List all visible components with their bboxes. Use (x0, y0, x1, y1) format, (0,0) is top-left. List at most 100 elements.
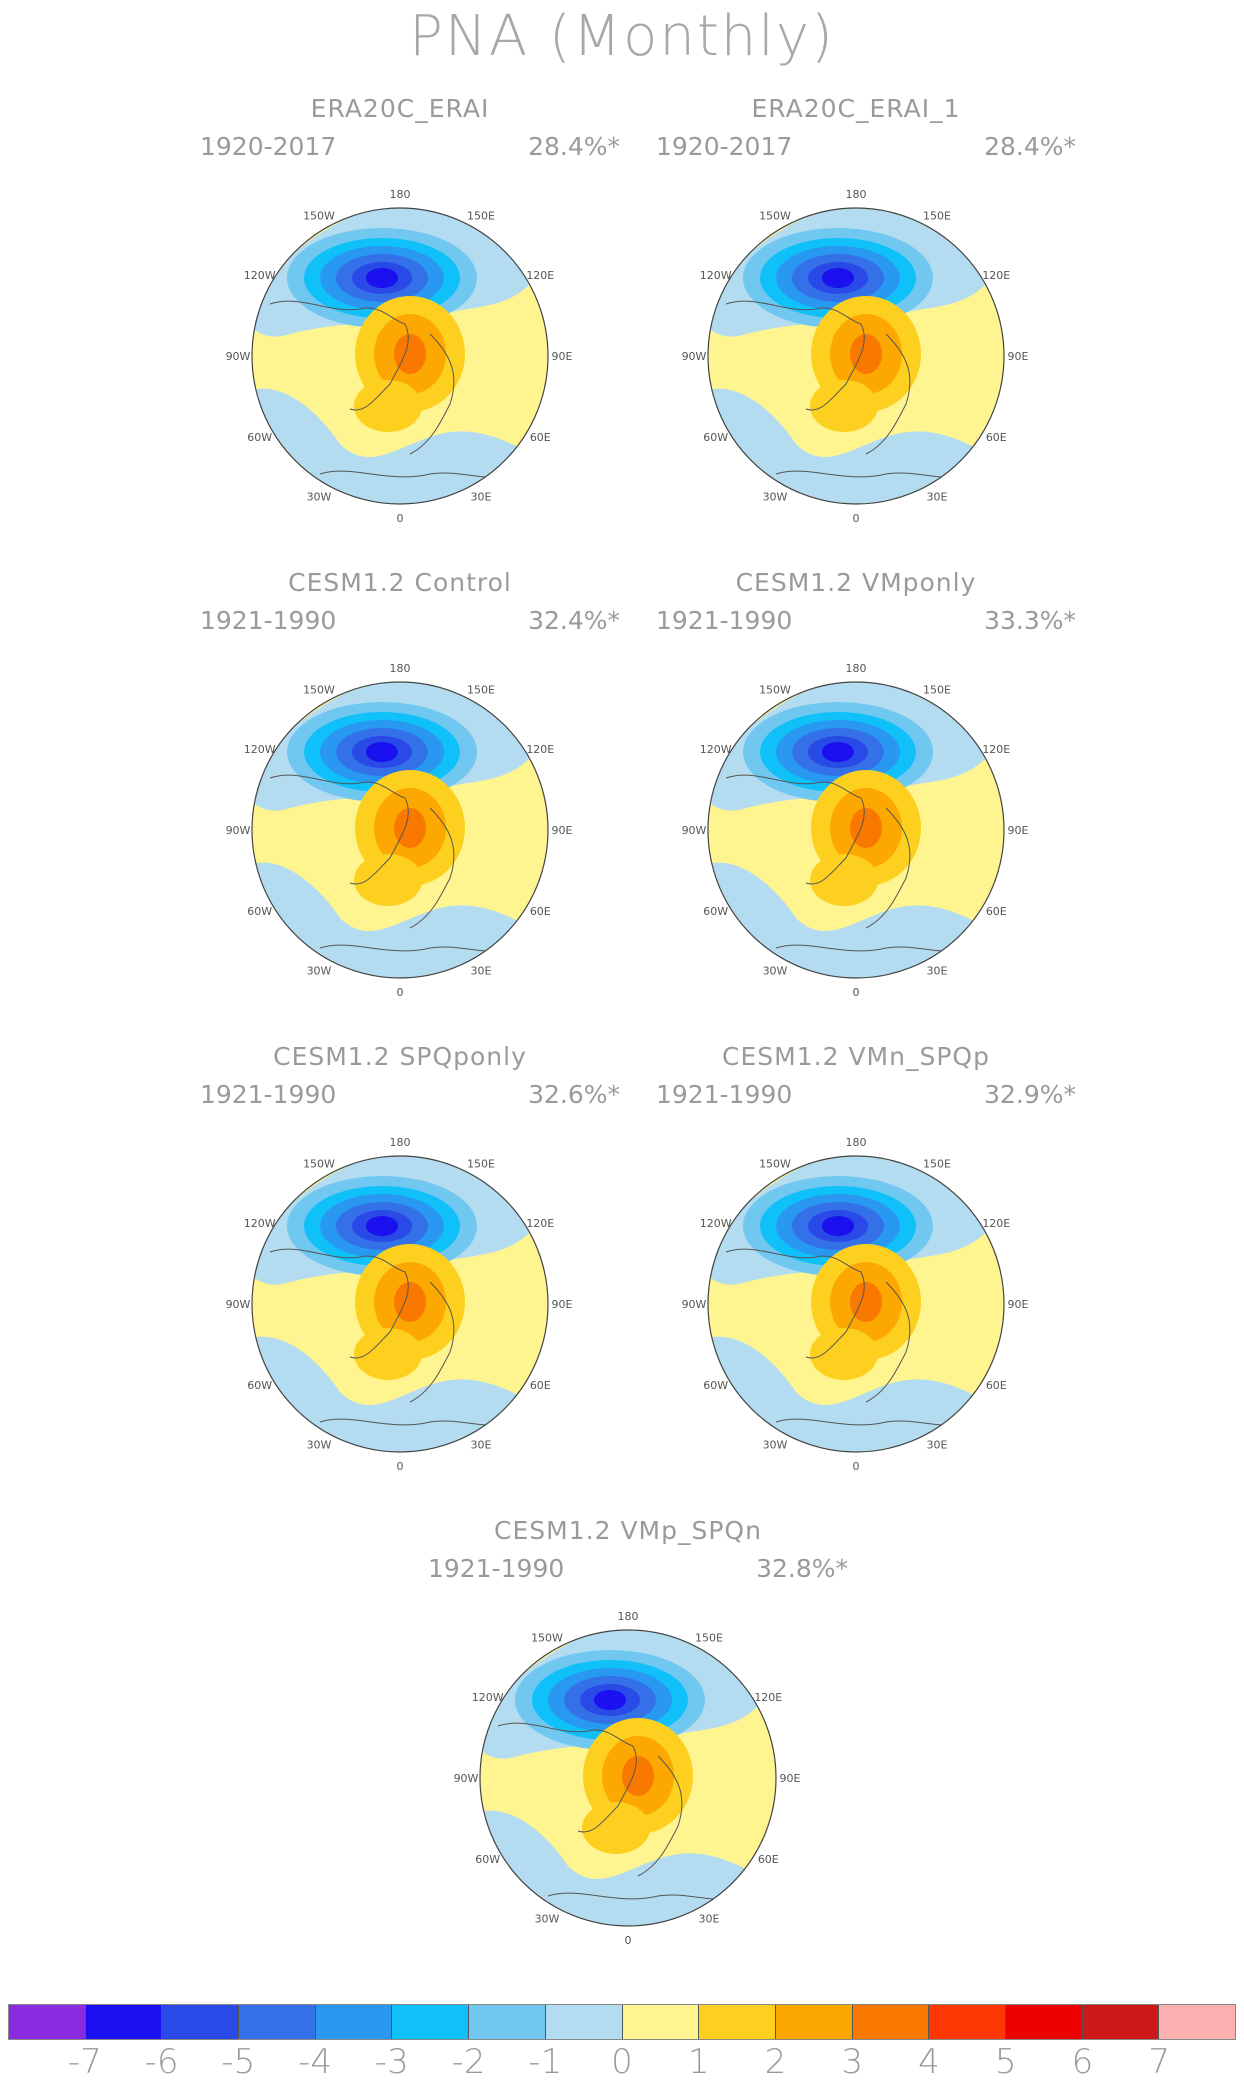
longitude-label: 60E (758, 1853, 779, 1866)
panel-years: 1921-1990 (656, 1080, 793, 1109)
colorbar-tick-label: -2 (451, 2042, 486, 2082)
positive-anomaly-contour (850, 808, 882, 848)
longitude-label: 30W (307, 1438, 332, 1451)
map-panel: CESM1.2 SPQponly 1921-1990 32.6%* 180 150… (160, 1042, 640, 1512)
negative-anomaly-contour (822, 742, 854, 762)
contour-field (252, 208, 548, 504)
panel-variance: 28.4%* (528, 132, 620, 161)
polar-map: 180 150E 120E 90E 60E 30E 0 30W 60W 90W 120W 150W (226, 1136, 573, 1473)
panel-title: ERA20C_ERAI_1 (751, 94, 961, 123)
longitude-label: 150E (923, 684, 951, 697)
longitude-label: 120E (754, 1691, 782, 1704)
map-border (479, 1629, 777, 1927)
map-panel: CESM1.2 VMponly 1921-1990 33.3%* 180 150E… (616, 568, 1096, 1038)
panel-years: 1921-1990 (428, 1554, 565, 1583)
longitude-label: 120E (526, 743, 554, 756)
colorbar-tick-label: 0 (611, 2042, 633, 2082)
panel-variance: 32.6%* (528, 1080, 620, 1109)
longitude-label: 180 (390, 662, 411, 675)
panel-years: 1921-1990 (200, 606, 337, 635)
longitude-label: 30W (307, 964, 332, 977)
colorbar-segment (9, 2005, 86, 2039)
longitude-label: 90E (1008, 350, 1029, 363)
panel-title: ERA20C_ERAI (310, 94, 490, 123)
map-border (707, 1155, 1005, 1453)
negative-anomaly-contour (366, 1216, 398, 1236)
longitude-label: 90W (682, 1298, 707, 1311)
longitude-label: 30E (699, 1912, 720, 1925)
negative-anomaly-contour (822, 268, 854, 288)
map-border (251, 1155, 549, 1453)
negative-anomaly-contour (594, 1690, 626, 1710)
longitude-label: 30E (471, 1438, 492, 1451)
colorbar-segment (162, 2005, 240, 2039)
longitude-label: 150W (303, 684, 335, 697)
longitude-label: 150E (467, 1158, 495, 1171)
map-panel: ERA20C_ERAI 1920-2017 28.4%* 180 150E 120E… (160, 94, 640, 564)
longitude-label: 60E (986, 1379, 1007, 1392)
colorbar-tick-label: 4 (918, 2042, 940, 2082)
longitude-label: 30W (763, 490, 788, 503)
colorbar-segment (699, 2005, 776, 2039)
longitude-label: 150W (303, 210, 335, 223)
positive-anomaly-contour (582, 1802, 650, 1854)
positive-anomaly-contour (394, 808, 426, 848)
positive-anomaly-contour (810, 854, 878, 906)
map-panel: CESM1.2 VMn_SPQp 1921-1990 32.9%* 180 150… (616, 1042, 1096, 1512)
colorbar-segment (775, 2005, 853, 2039)
panel-years: 1920-2017 (200, 132, 337, 161)
colorbar: -7 -6 -5 -4 -3 -2 -1 0 1 2 3 4 5 6 7 (8, 2004, 1236, 2082)
colorbar-segment (85, 2005, 163, 2039)
panel-title: CESM1.2 SPQponly (273, 1042, 527, 1071)
negative-anomaly-contour (366, 268, 398, 288)
panel-variance: 32.9%* (984, 1080, 1076, 1109)
colorbar-tick-label: -1 (528, 2042, 563, 2082)
colorbar-segment (852, 2005, 930, 2039)
colorbar-tick-label: 1 (687, 2042, 710, 2082)
positive-anomaly-contour (354, 380, 422, 432)
longitude-label: 30W (307, 490, 332, 503)
contour-field (252, 1156, 548, 1452)
contour-field (708, 682, 1004, 978)
longitude-label: 0 (853, 986, 860, 999)
page-title: PNA (Monthly) (409, 4, 835, 69)
longitude-label: 150E (695, 1632, 723, 1645)
colorbar-tick-label: -7 (67, 2042, 102, 2082)
longitude-label: 120W (244, 269, 276, 282)
longitude-label: 120E (982, 1217, 1010, 1230)
colorbar-segment (315, 2005, 393, 2039)
colorbar-tick-label: 6 (1071, 2042, 1094, 2082)
longitude-label: 30E (927, 490, 948, 503)
map-panel: ERA20C_ERAI_1 1920-2017 28.4%* 180 150E 12… (616, 94, 1096, 564)
longitude-label: 60E (530, 905, 551, 918)
longitude-label: 30W (763, 964, 788, 977)
colorbar-segment (622, 2005, 700, 2039)
longitude-label: 90E (552, 1298, 573, 1311)
colorbar-tick-label: -3 (374, 2042, 409, 2082)
longitude-label: 120W (472, 1691, 504, 1704)
colorbar-segment (545, 2005, 623, 2039)
longitude-label: 120W (700, 269, 732, 282)
positive-anomaly-contour (810, 380, 878, 432)
map-border (251, 681, 549, 979)
longitude-label: 150W (759, 684, 791, 697)
polar-map: 180 150E 120E 90E 60E 30E 0 30W 60W 90W 120W 150W (682, 188, 1029, 525)
colorbar-tick-label: 5 (994, 2042, 1017, 2082)
longitude-label: 0 (397, 1460, 404, 1473)
longitude-label: 180 (846, 662, 867, 675)
longitude-label: 30W (535, 1912, 560, 1925)
contour-field (708, 208, 1004, 504)
colorbar-segment (239, 2005, 316, 2039)
panel-title: CESM1.2 VMn_SPQp (722, 1042, 990, 1071)
longitude-label: 90W (682, 350, 707, 363)
contour-field (252, 682, 548, 978)
colorbar-bar (8, 2004, 1236, 2040)
longitude-label: 150W (531, 1632, 563, 1645)
longitude-label: 60E (986, 431, 1007, 444)
colorbar-segment (469, 2005, 546, 2039)
longitude-label: 120E (982, 743, 1010, 756)
polar-map: 180 150E 120E 90E 60E 30E 0 30W 60W 90W 120W 150W (682, 662, 1029, 999)
longitude-label: 30E (927, 1438, 948, 1451)
longitude-label: 90E (780, 1772, 801, 1785)
longitude-label: 60W (703, 1379, 728, 1392)
